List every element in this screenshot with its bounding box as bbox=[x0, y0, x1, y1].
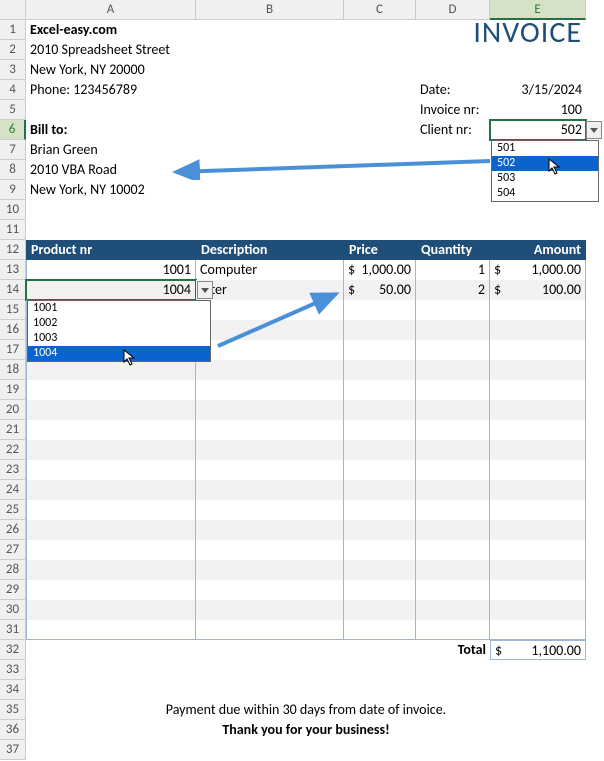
row-header-13[interactable]: 13 bbox=[0, 260, 26, 280]
row-header-33[interactable]: 33 bbox=[0, 660, 26, 680]
row-header-8[interactable]: 8 bbox=[0, 160, 26, 180]
row-header-30[interactable]: 30 bbox=[0, 600, 26, 620]
row-header-22[interactable]: 22 bbox=[0, 440, 26, 460]
dd-option[interactable]: 1003 bbox=[28, 331, 210, 346]
row-header-2[interactable]: 2 bbox=[0, 40, 26, 60]
th-amount[interactable]: Amount bbox=[490, 240, 586, 260]
row-header-9[interactable]: 9 bbox=[0, 180, 26, 200]
row-header-26[interactable]: 26 bbox=[0, 520, 26, 540]
dd-option[interactable]: 504 bbox=[492, 186, 598, 201]
date-label[interactable]: Date: bbox=[416, 80, 490, 100]
date-value[interactable]: 3/15/2024 bbox=[490, 80, 586, 100]
th-qty[interactable]: Quantity bbox=[416, 240, 490, 260]
select-all-corner[interactable] bbox=[0, 0, 26, 20]
col-header-B[interactable]: B bbox=[196, 0, 344, 20]
row-header-16[interactable]: 16 bbox=[0, 320, 26, 340]
billto-city[interactable]: New York, NY 10002 bbox=[26, 180, 196, 200]
row-header-11[interactable]: 11 bbox=[0, 220, 26, 240]
row-header-4[interactable]: 4 bbox=[0, 80, 26, 100]
row-header-32[interactable]: 32 bbox=[0, 640, 26, 660]
dd-option[interactable]: 1002 bbox=[28, 316, 210, 331]
total-value[interactable]: $1,100.00 bbox=[490, 640, 586, 660]
footer-line2[interactable]: Thank you for your business! bbox=[26, 720, 586, 740]
row-header-10[interactable]: 10 bbox=[0, 200, 26, 220]
row-header-35[interactable]: 35 bbox=[0, 700, 26, 720]
row-header-20[interactable]: 20 bbox=[0, 400, 26, 420]
dd-option[interactable]: 501 bbox=[492, 141, 598, 156]
table-row: 1001 Computer $1,000.00 1 $1,000.00 bbox=[26, 260, 586, 280]
client-dropdown-list[interactable]: 501 502 503 504 bbox=[491, 140, 599, 202]
company-name[interactable]: Excel-easy.com bbox=[26, 20, 196, 40]
row-header-28[interactable]: 28 bbox=[0, 560, 26, 580]
table-row: 1004 inter $50.00 2 $100.00 bbox=[26, 280, 586, 300]
row-header-3[interactable]: 3 bbox=[0, 60, 26, 80]
product-dropdown-button[interactable] bbox=[197, 281, 213, 299]
row-header-25[interactable]: 25 bbox=[0, 500, 26, 520]
invno-label[interactable]: Invoice nr: bbox=[416, 100, 490, 120]
company-city[interactable]: New York, NY 20000 bbox=[26, 60, 196, 80]
company-phone[interactable]: Phone: 123456789 bbox=[26, 80, 196, 100]
row-header-1[interactable]: 1 bbox=[0, 20, 26, 40]
row-header-27[interactable]: 27 bbox=[0, 540, 26, 560]
billto-name[interactable]: Brian Green bbox=[26, 140, 196, 160]
row-header-37[interactable]: 37 bbox=[0, 740, 26, 760]
table-header-row: Product nr Description Price Quantity Am… bbox=[26, 240, 586, 260]
row-header-23[interactable]: 23 bbox=[0, 460, 26, 480]
total-label[interactable]: Total bbox=[416, 640, 490, 660]
row-headers: 1234567891011121314151617181920212223242… bbox=[0, 20, 26, 760]
row-header-7[interactable]: 7 bbox=[0, 140, 26, 160]
billto-street[interactable]: 2010 VBA Road bbox=[26, 160, 196, 180]
row-header-12[interactable]: 12 bbox=[0, 240, 26, 260]
row-header-6[interactable]: 6 bbox=[0, 120, 26, 140]
client-value[interactable]: 502 bbox=[490, 120, 586, 140]
col-header-C[interactable]: C bbox=[344, 0, 416, 20]
row-header-21[interactable]: 21 bbox=[0, 420, 26, 440]
row-header-15[interactable]: 15 bbox=[0, 300, 26, 320]
row-header-14[interactable]: 14 bbox=[0, 280, 26, 300]
invoice-title: INVOICE bbox=[473, 14, 582, 52]
dd-option[interactable]: 503 bbox=[492, 171, 598, 186]
dd-option-selected[interactable]: 1004 bbox=[28, 346, 210, 361]
total-row: Total $1,100.00 bbox=[26, 640, 586, 660]
row-header-19[interactable]: 19 bbox=[0, 380, 26, 400]
company-street[interactable]: 2010 Spreadsheet Street bbox=[26, 40, 196, 60]
product-dropdown-list[interactable]: 1001 1002 1003 1004 bbox=[27, 300, 211, 362]
row-header-31[interactable]: 31 bbox=[0, 620, 26, 640]
row-header-24[interactable]: 24 bbox=[0, 480, 26, 500]
row-header-18[interactable]: 18 bbox=[0, 360, 26, 380]
row-header-34[interactable]: 34 bbox=[0, 680, 26, 700]
th-product[interactable]: Product nr bbox=[26, 240, 196, 260]
th-desc[interactable]: Description bbox=[196, 240, 344, 260]
th-price[interactable]: Price bbox=[344, 240, 416, 260]
client-label[interactable]: Client nr: bbox=[416, 120, 490, 140]
row-header-29[interactable]: 29 bbox=[0, 580, 26, 600]
billto-label[interactable]: Bill to: bbox=[26, 120, 196, 140]
cells-area: Excel-easy.com INVOICE 2010 Spreadsheet … bbox=[26, 20, 586, 760]
col-header-A[interactable]: A bbox=[26, 0, 196, 20]
client-dropdown-button[interactable] bbox=[586, 121, 602, 139]
footer-line1[interactable]: Payment due within 30 days from date of … bbox=[26, 700, 586, 720]
invno-value[interactable]: 100 bbox=[490, 100, 586, 120]
row-header-5[interactable]: 5 bbox=[0, 100, 26, 120]
dd-option[interactable]: 1001 bbox=[28, 301, 210, 316]
row-header-17[interactable]: 17 bbox=[0, 340, 26, 360]
dd-option-selected[interactable]: 502 bbox=[492, 156, 598, 171]
product-cell-selected[interactable]: 1004 bbox=[26, 280, 196, 300]
row-header-36[interactable]: 36 bbox=[0, 720, 26, 740]
